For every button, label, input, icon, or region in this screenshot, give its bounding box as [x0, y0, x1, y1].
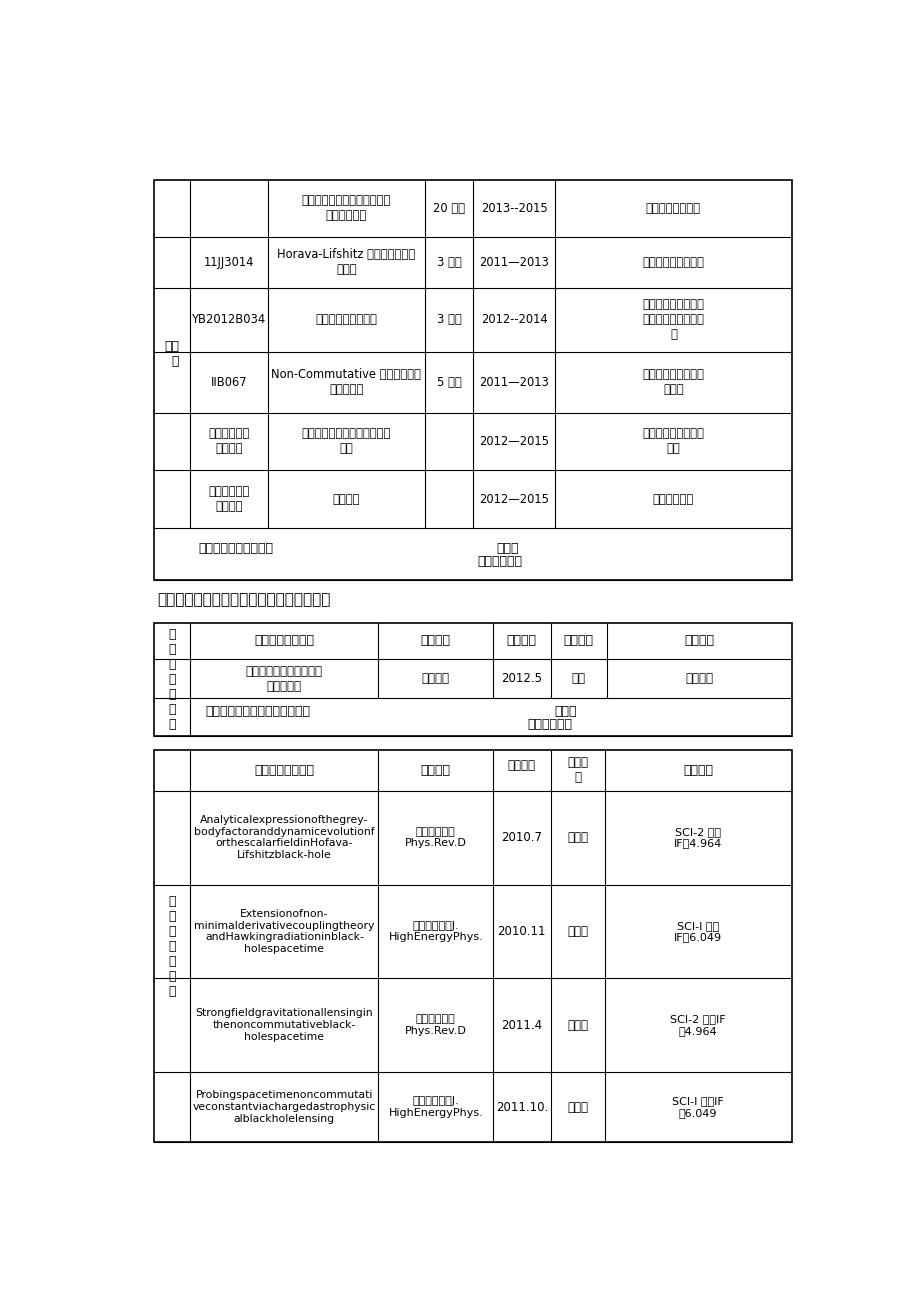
Text: IIB067: IIB067	[210, 376, 247, 389]
Text: 2010.11: 2010.11	[497, 925, 546, 938]
Text: 2011—2013: 2011—2013	[479, 376, 549, 389]
Text: 收录情况: 收录情况	[684, 635, 713, 648]
Text: 国家自然科学基金: 国家自然科学基金	[645, 202, 700, 215]
Text: 2011.4: 2011.4	[501, 1019, 542, 1032]
Text: 校级重点学科: 校级重点学科	[652, 493, 693, 506]
Text: 期刊名称: 期刊名称	[420, 635, 450, 648]
Text: 3 万元: 3 万元	[437, 256, 461, 269]
Text: 2013--2015: 2013--2015	[481, 202, 547, 215]
Text: 年月曰: 年月曰	[495, 543, 518, 556]
Text: 国际级: 国际级	[566, 1101, 587, 1114]
Text: YB2012B034: YB2012B034	[192, 314, 266, 327]
Text: 省级: 省级	[572, 673, 585, 686]
Text: 2012—2015: 2012—2015	[479, 435, 549, 448]
Text: 2012—2015: 2012—2015	[479, 493, 549, 506]
Bar	[153, 180, 790, 580]
Text: 霍金辐射的相关研究: 霍金辐射的相关研究	[315, 314, 377, 327]
Text: SCI-2 区，
IF：4.964: SCI-2 区， IF：4.964	[674, 826, 721, 848]
Text: SCI-2 区，IF
：4.964: SCI-2 区，IF ：4.964	[670, 1015, 725, 1036]
Text: Analyticalexpressionofthegrey-
bodyfactoranddynamicevolutionf
orthescalarfieldin: Analyticalexpressionofthegrey- bodyfacto…	[194, 816, 374, 860]
Text: 湖南省优秀博士学位
论文获奖作者资助项
目: 湖南省优秀博士学位 论文获奖作者资助项 目	[641, 298, 704, 341]
Bar	[153, 623, 790, 736]
Text: 六、近五年教学、科研论文或专著发表情况: 六、近五年教学、科研论文或专著发表情况	[157, 592, 331, 608]
Text: 科
研
论
文
或
专
著: 科 研 论 文 或 专 著	[168, 895, 176, 998]
Text: 发表时间: 发表时间	[507, 758, 535, 771]
Text: 教学论文（教材）审核人签字：: 教学论文（教材）审核人签字：	[206, 705, 311, 718]
Text: 《物理评论》
Phys.Rev.D: 《物理评论》 Phys.Rev.D	[404, 826, 466, 848]
Text: 参与，核心成
员、秘书: 参与，核心成 员、秘书	[208, 428, 249, 455]
Text: 2010.7: 2010.7	[501, 831, 542, 844]
Text: 2011—2013: 2011—2013	[479, 256, 549, 269]
Text: 研课
  题: 研课 题	[164, 340, 179, 368]
Text: 湖南省教育厅优秀青
年基金: 湖南省教育厅优秀青 年基金	[641, 368, 704, 396]
Text: 科教导刊: 科教导刊	[422, 673, 449, 686]
Bar	[153, 749, 790, 1142]
Text: 盖章（公章）: 盖章（公章）	[527, 718, 572, 731]
Text: 非对易引力黑洞研究与时空基
本长度的探测: 非对易引力黑洞研究与时空基 本长度的探测	[301, 194, 391, 222]
Text: 湖南省高校科技创新
团队: 湖南省高校科技创新 团队	[641, 428, 704, 455]
Text: Horava-Lifshitz 引力中微扰演化
的研究: Horava-Lifshitz 引力中微扰演化 的研究	[277, 248, 415, 276]
Text: 期刊级别: 期刊级别	[563, 635, 593, 648]
Text: 期刊名称: 期刊名称	[420, 764, 450, 777]
Text: Strongfieldgravitationallensingin
thenoncommutativeblack-
holespacetime: Strongfieldgravitationallensingin thenon…	[196, 1008, 373, 1042]
Text: 发表时间: 发表时间	[506, 635, 537, 648]
Text: 收录情况: 收录情况	[683, 764, 712, 777]
Text: SCI-I 区，
IF：6.049: SCI-I 区， IF：6.049	[674, 921, 721, 942]
Text: Non-Commutative 引力黑洞似正
规模的研究: Non-Commutative 引力黑洞似正 规模的研究	[271, 368, 421, 396]
Text: 年月曰: 年月曰	[554, 705, 576, 718]
Text: 教
学
论
文
或
教
材: 教 学 论 文 或 教 材	[168, 628, 176, 731]
Text: 国际级: 国际级	[566, 831, 587, 844]
Text: 科研课题审核人签字：: 科研课题审核人签字：	[198, 543, 273, 556]
Text: 国际级: 国际级	[566, 925, 587, 938]
Text: 《物理评论》
Phys.Rev.D: 《物理评论》 Phys.Rev.D	[404, 1015, 466, 1036]
Text: 期刊级
别: 期刊级 别	[566, 756, 587, 785]
Text: 理论物理: 理论物理	[333, 493, 359, 506]
Text: 湖南省自然科学基金: 湖南省自然科学基金	[641, 256, 704, 269]
Text: Probingspacetimenoncommutati
veconstantviachargedastrophysic
alblackholelensing: Probingspacetimenoncommutati veconstantv…	[192, 1090, 376, 1124]
Text: 盖章（公章）: 盖章（公章）	[476, 556, 521, 569]
Text: 信息科学前沿理论及关键技术
应用: 信息科学前沿理论及关键技术 应用	[301, 428, 391, 455]
Text: 论文（专著）标题: 论文（专著）标题	[254, 764, 314, 777]
Text: 3 万元: 3 万元	[437, 314, 461, 327]
Text: 参与，核心成
员、秘书: 参与，核心成 员、秘书	[208, 485, 249, 513]
Text: 《高能物理》J.
HighEnergyPhys.: 《高能物理》J. HighEnergyPhys.	[388, 921, 482, 942]
Text: 2012.5: 2012.5	[501, 673, 542, 686]
Text: 国际级: 国际级	[566, 1019, 587, 1032]
Text: 2011.10.: 2011.10.	[495, 1101, 548, 1114]
Text: 论文（专著）标题: 论文（专著）标题	[254, 635, 314, 648]
Text: 11JJ3014: 11JJ3014	[203, 256, 254, 269]
Text: 热力学统计物理学课程教
学经验浅谈: 热力学统计物理学课程教 学经验浅谈	[245, 665, 323, 692]
Text: Extensionofnon-
minimalderivativecouplingtheory
andHawkingradiationinblack-
hole: Extensionofnon- minimalderivativecouplin…	[194, 909, 374, 954]
Text: 《高能物理》J.
HighEnergyPhys.: 《高能物理》J. HighEnergyPhys.	[388, 1097, 482, 1118]
Text: 20 万元: 20 万元	[433, 202, 464, 215]
Text: 2012--2014: 2012--2014	[481, 314, 547, 327]
Text: 知网收录: 知网收录	[685, 673, 712, 686]
Text: SCI-I 区，IF
：6.049: SCI-I 区，IF ：6.049	[672, 1097, 723, 1118]
Text: 5 万元: 5 万元	[437, 376, 461, 389]
